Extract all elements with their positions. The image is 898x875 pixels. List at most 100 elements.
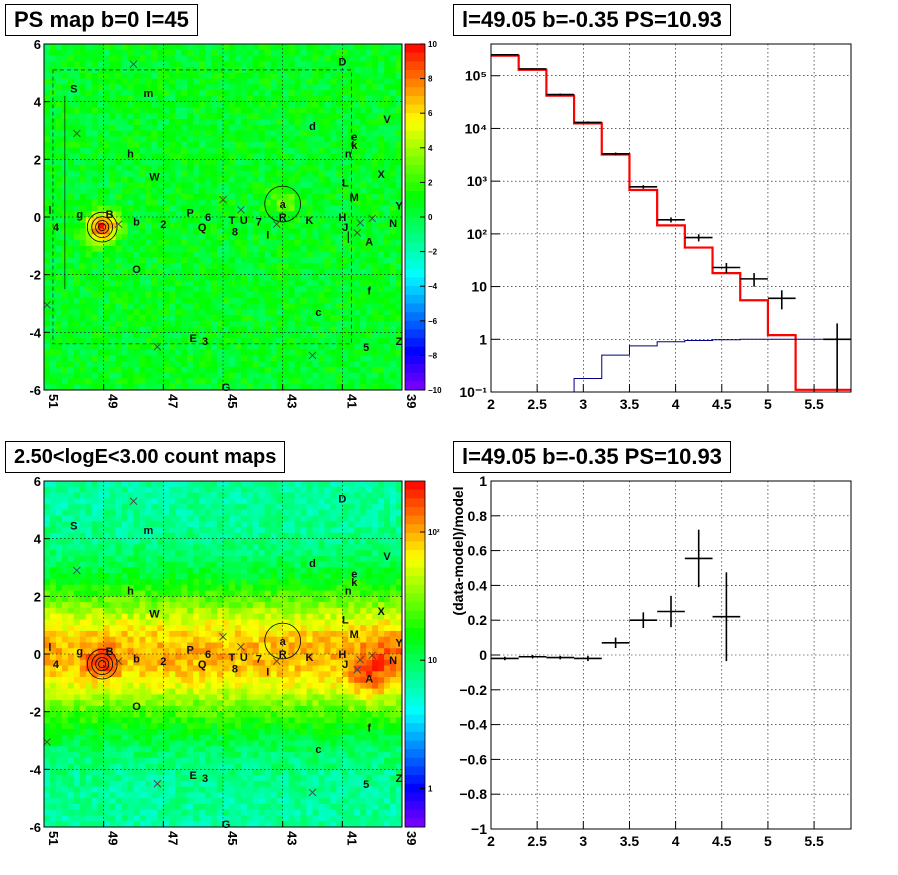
map-pixel <box>300 170 307 177</box>
map-pixel <box>211 280 218 287</box>
map-pixel <box>199 199 206 206</box>
map-pixel <box>372 95 379 103</box>
map-pixel <box>336 107 343 114</box>
map-pixel <box>109 240 116 247</box>
map-pixel <box>91 555 99 563</box>
map-pixel <box>157 378 164 385</box>
map-pixel <box>324 378 331 385</box>
map-pixel <box>330 378 337 385</box>
map-pixel <box>115 717 122 724</box>
map-pixel <box>264 291 272 299</box>
map-pixel <box>157 176 164 183</box>
map-pixel <box>240 343 248 350</box>
map-pixel <box>342 274 349 281</box>
map-pixel <box>109 538 116 545</box>
map-pixel <box>258 332 266 339</box>
map-pixel <box>288 257 295 264</box>
map-pixel <box>79 332 87 339</box>
map-pixel <box>73 153 81 160</box>
map-pixel <box>139 509 146 516</box>
map-pixel <box>91 821 99 828</box>
map-pixel <box>342 165 349 172</box>
x-tick-label: 4 <box>672 396 680 412</box>
map-pixel <box>55 349 63 356</box>
map-pixel <box>187 280 194 287</box>
map-pixel <box>67 153 75 160</box>
map-pixel <box>127 182 134 189</box>
map-pixel <box>145 752 152 759</box>
map-pixel <box>139 217 146 224</box>
map-pixel <box>115 521 122 528</box>
map-pixel <box>228 338 236 345</box>
map-pixel <box>55 602 63 609</box>
map-pixel <box>228 355 236 362</box>
map-pixel <box>67 268 75 276</box>
map-pixel <box>79 136 87 143</box>
map-pixel <box>258 251 266 258</box>
map-pixel <box>300 332 307 339</box>
map-pixel <box>139 90 146 97</box>
map-pixel <box>103 561 110 568</box>
map-pixel <box>181 257 188 264</box>
map-pixel <box>199 234 206 241</box>
map-pixel <box>49 504 57 511</box>
map-pixel <box>181 101 188 108</box>
map-pixel <box>145 602 152 609</box>
y-tick-label: -4 <box>29 325 41 340</box>
map-pixel <box>79 786 87 793</box>
map-pixel <box>85 584 93 591</box>
map-pixel <box>79 607 87 614</box>
map-pixel <box>306 188 313 195</box>
map-pixel <box>258 326 266 333</box>
map-pixel <box>396 153 403 160</box>
map-pixel <box>246 280 254 287</box>
map-pixel <box>103 326 110 333</box>
map-pixel <box>115 636 122 643</box>
map-pixel <box>73 326 81 333</box>
map-pixel <box>187 361 194 368</box>
map-pixel <box>294 251 301 258</box>
map-pixel <box>73 630 81 638</box>
map-pixel <box>223 118 230 126</box>
map-pixel <box>228 193 236 201</box>
map-pixel <box>199 257 206 264</box>
map-pixel <box>312 44 319 51</box>
map-pixel <box>79 205 87 212</box>
map-pixel <box>378 372 385 379</box>
map-pixel <box>115 642 122 649</box>
map-pixel <box>336 240 343 247</box>
map-pixel <box>360 55 367 62</box>
map-pixel <box>366 378 373 385</box>
map-pixel <box>44 504 51 511</box>
map-pixel <box>360 101 367 108</box>
map-pixel <box>282 257 289 264</box>
map-pixel <box>91 338 99 345</box>
map-pixel <box>44 67 51 74</box>
map-pixel <box>139 515 146 522</box>
map-pixel <box>67 124 75 131</box>
map-pixel <box>55 84 63 91</box>
map-pixel <box>187 263 194 270</box>
map-pixel <box>175 84 182 91</box>
map-pixel <box>139 182 146 189</box>
map-pixel <box>85 95 93 103</box>
map-pixel <box>163 280 170 287</box>
map-pixel <box>151 538 158 545</box>
map-pixel <box>330 55 337 62</box>
map-pixel <box>342 280 349 287</box>
map-pixel <box>312 286 319 293</box>
map-pixel <box>270 372 278 379</box>
map-pixel <box>306 205 313 212</box>
map-pixel <box>97 61 105 68</box>
map-pixel <box>384 188 391 195</box>
map-pixel <box>396 159 403 166</box>
map-pixel <box>139 711 146 718</box>
map-pixel <box>270 234 278 241</box>
map-pixel <box>103 332 110 339</box>
map-pixel <box>217 147 224 154</box>
map-pixel <box>133 113 140 120</box>
map-pixel <box>55 486 63 493</box>
map-pixel <box>312 118 319 126</box>
map-pixel <box>366 343 373 350</box>
map-pixel <box>360 211 367 218</box>
